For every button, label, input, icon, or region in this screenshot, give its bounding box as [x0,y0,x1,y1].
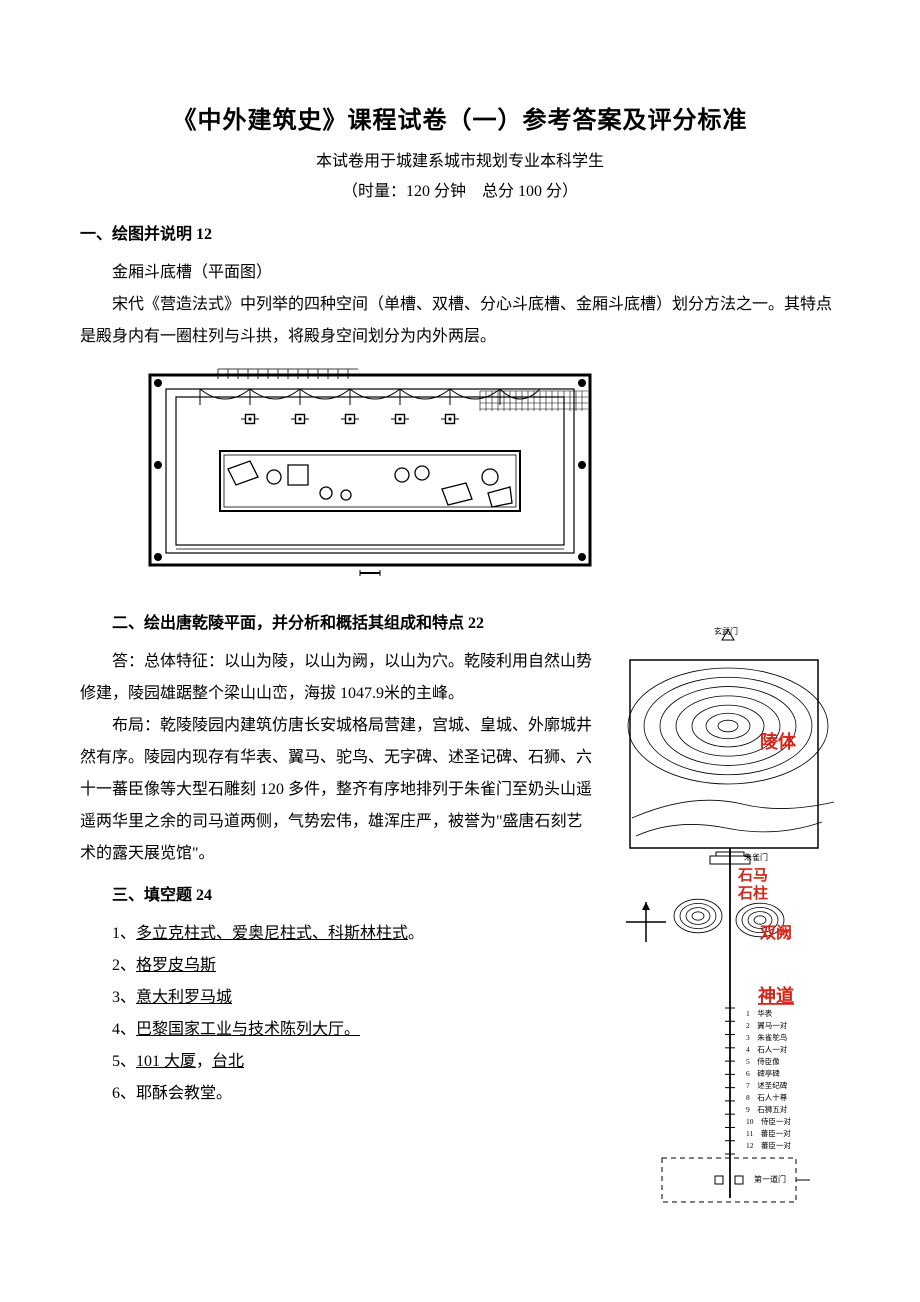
svg-text:2 翼马一对: 2 翼马一对 [746,1020,788,1030]
fill-item: 5、101 大厦，台北 [80,1046,596,1078]
svg-text:神道: 神道 [758,985,794,1006]
svg-text:4 石人一对: 4 石人一对 [746,1044,788,1054]
svg-text:3 朱雀鸵鸟: 3 朱雀鸵鸟 [746,1032,787,1042]
svg-text:第一道门: 第一道门 [754,1174,786,1184]
svg-text:7 述圣纪碑: 7 述圣纪碑 [746,1080,788,1090]
section1-para: 宋代《营造法式》中列举的四种空间（单槽、双槽、分心斗底槽、金厢斗底槽）划分方法之… [80,289,840,353]
section2-heading: 二、绘出唐乾陵平面，并分析和概括其组成和特点 22 [80,608,596,640]
fill-item: 4、巴黎国家工业与技术陈列大厅。 [80,1014,596,1046]
section3-heading: 三、填空题 24 [80,880,596,912]
page-subtitle: 本试卷用于城建系城市规划专业本科学生 [80,147,840,171]
fill-item: 3、意大利罗马城 [80,982,596,1014]
svg-text:石马: 石马 [737,867,768,884]
figure2-site-plan: 玄武门陵体朱雀门石马石柱双阙神道第一道门 1 华表 2 翼马一对 3 朱雀鸵鸟 4 石人… [610,598,840,1218]
svg-text:双阙: 双阙 [760,923,792,942]
section1-line1: 金厢斗底槽（平面图） [80,257,840,289]
fill-item: 2、格罗皮乌斯 [80,950,596,982]
svg-text:朱雀门: 朱雀门 [744,852,768,862]
section1-heading: 一、绘图并说明 12 [80,219,840,251]
section2-para1: 答：总体特征：以山为陵，以山为阙，以山为穴。乾陵利用自然山势修建，陵园雄踞整个梁… [80,646,596,710]
page-title: 《中外建筑史》课程试卷（一）参考答案及评分标准 [80,100,840,135]
svg-text:10 侍臣一对: 10 侍臣一对 [746,1116,791,1126]
svg-text:8 石人十尊: 8 石人十尊 [746,1092,788,1102]
fill-blank-list: 1、多立克柱式、爱奥尼柱式、科斯林柱式。2、格罗皮乌斯3、意大利罗马城4、巴黎国… [80,918,596,1110]
svg-text:9 石狮五对: 9 石狮五对 [746,1104,788,1114]
svg-text:玄武门: 玄武门 [714,626,738,636]
svg-text:石柱: 石柱 [737,884,768,902]
svg-text:陵体: 陵体 [760,731,797,752]
fill-item: 1、多立克柱式、爱奥尼柱式、科斯林柱式。 [80,918,596,950]
svg-text:11 蕃臣一对: 11 蕃臣一对 [746,1128,791,1138]
svg-text:1 华表: 1 华表 [746,1008,773,1018]
figure1-plan-diagram [80,365,840,580]
svg-text:12 蕃臣一对: 12 蕃臣一对 [746,1140,791,1150]
svg-text:6 碑亭碑: 6 碑亭碑 [746,1068,780,1078]
section2-para2: 布局：乾陵陵园内建筑仿唐长安城格局营建，宫城、皇城、外廓城井然有序。陵园内现存有… [80,710,596,870]
fill-item: 6、耶酥会教堂。 [80,1078,596,1110]
page-meta: （时量：120 分钟 总分 100 分） [80,177,840,201]
svg-text:5 侍臣像: 5 侍臣像 [746,1056,780,1066]
